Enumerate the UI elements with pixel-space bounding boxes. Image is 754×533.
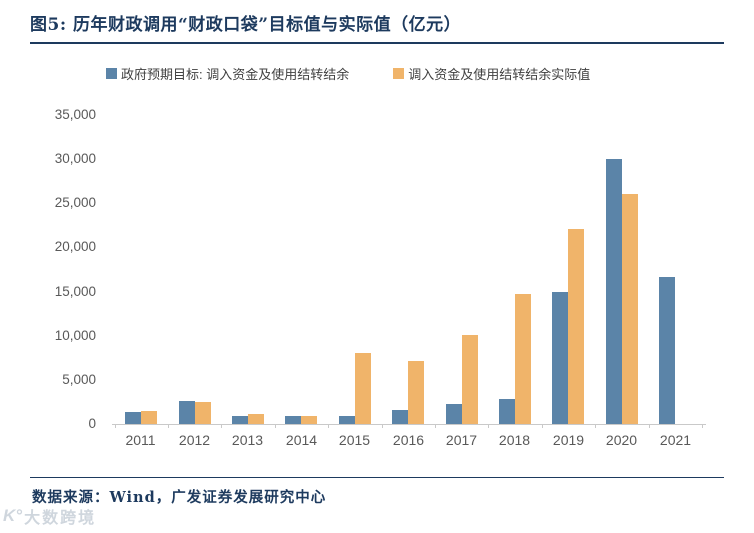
bar-2013-target	[232, 416, 248, 424]
bar-2011-target	[125, 412, 141, 424]
y-tick-label: 25,000	[54, 195, 96, 211]
footer-divider	[30, 477, 724, 478]
bar-2017-target	[446, 404, 462, 424]
x-tick-label: 2020	[605, 432, 638, 448]
bar-2012-actual	[195, 402, 211, 424]
x-tick-label: 2017	[445, 432, 478, 448]
bar-2016-target	[392, 410, 408, 424]
x-axis-tick	[328, 424, 329, 428]
x-tick-label: 2012	[178, 432, 211, 448]
watermark: K° 大数跨境	[3, 504, 96, 528]
x-axis-tick	[595, 424, 596, 428]
bar-2014-actual	[301, 416, 317, 424]
x-tick-label: 2013	[231, 432, 264, 448]
bar-2013-actual	[248, 414, 264, 424]
y-tick-label: 10,000	[54, 327, 96, 343]
data-source-text: 数据来源：Wind，广发证券发展研究中心	[32, 489, 327, 506]
x-axis-tick	[382, 424, 383, 428]
x-tick-label: 2014	[285, 432, 318, 448]
bar-2018-actual	[515, 294, 531, 424]
bar-2012-target	[179, 401, 195, 424]
x-axis-tick	[702, 424, 703, 428]
legend-label: 政府预期目标: 调入资金及使用结转结余	[121, 67, 350, 82]
y-tick-label: 0	[88, 416, 96, 431]
x-tick-label: 2015	[338, 432, 371, 448]
bar-2019-actual	[568, 229, 584, 424]
x-axis-line	[112, 424, 706, 425]
y-tick-label: 20,000	[54, 239, 96, 255]
legend-swatch-icon	[106, 68, 117, 79]
watermark-text: 大数跨境	[24, 510, 97, 527]
chart-legend: 政府预期目标: 调入资金及使用结转结余 调入资金及使用结转结余实际值	[106, 64, 590, 83]
bar-2015-actual	[355, 353, 371, 424]
bar-2015-target	[339, 416, 355, 424]
legend-item-0: 政府预期目标: 调入资金及使用结转结余	[106, 64, 349, 83]
y-tick-label: 35,000	[54, 107, 96, 122]
title-divider	[30, 42, 724, 44]
bar-2019-target	[552, 292, 568, 424]
x-axis-tick	[275, 424, 276, 428]
x-tick-label: 2019	[552, 432, 585, 448]
x-tick-label: 2011	[125, 432, 156, 448]
x-axis-tick	[435, 424, 436, 428]
y-tick-label: 15,000	[54, 283, 96, 299]
x-axis-tick	[649, 424, 650, 428]
y-tick-label: 5,000	[62, 371, 96, 387]
x-axis-tick	[168, 424, 169, 428]
bar-2021-target	[659, 277, 675, 424]
bar-2014-target	[285, 416, 301, 424]
x-axis-tick	[115, 424, 116, 428]
watermark-logo-icon: K°	[3, 506, 23, 525]
bar-2017-actual	[462, 335, 478, 424]
y-tick-label: 30,000	[54, 151, 96, 167]
legend-swatch-icon	[393, 68, 405, 79]
legend-label: 调入资金及使用结转结余实际值	[408, 67, 591, 82]
bar-2020-actual	[622, 194, 638, 424]
x-tick-label: 2016	[392, 432, 425, 448]
x-axis-tick	[542, 424, 543, 428]
x-tick-label: 2021	[659, 432, 692, 448]
bar-2020-target	[606, 159, 622, 424]
x-axis-tick	[488, 424, 489, 428]
bar-2016-actual	[408, 361, 424, 424]
bar-2011-actual	[141, 411, 157, 424]
legend-item-1: 调入资金及使用结转结余实际值	[393, 64, 590, 83]
x-tick-label: 2018	[498, 432, 531, 448]
figure-title: 图5: 历年财政调用“财政口袋”目标值与实际值（亿元）	[30, 15, 462, 35]
bar-2018-target	[499, 399, 515, 424]
x-axis-tick	[221, 424, 222, 428]
